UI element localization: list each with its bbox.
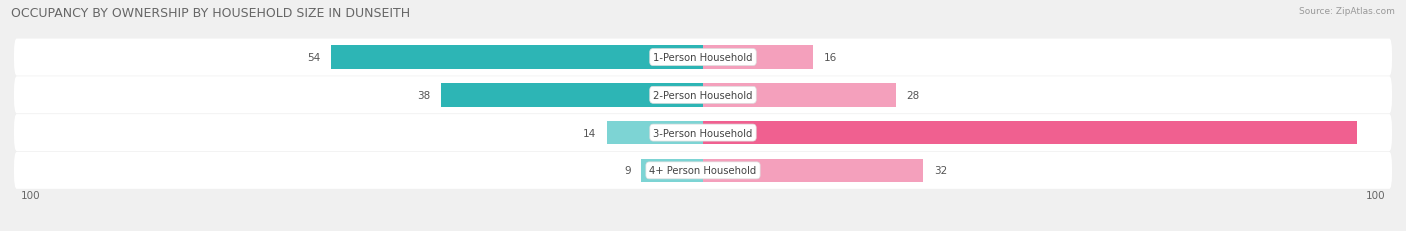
Bar bbox=[703, 46, 813, 70]
Bar bbox=[703, 159, 924, 182]
Text: 14: 14 bbox=[583, 128, 596, 138]
Bar bbox=[703, 121, 1358, 145]
Bar bbox=[703, 84, 896, 107]
Bar bbox=[441, 84, 703, 107]
Text: 2-Person Household: 2-Person Household bbox=[654, 90, 752, 100]
Text: 4+ Person Household: 4+ Person Household bbox=[650, 166, 756, 176]
Text: 54: 54 bbox=[308, 53, 321, 63]
Text: 1-Person Household: 1-Person Household bbox=[654, 53, 752, 63]
Bar bbox=[606, 121, 703, 145]
Bar bbox=[330, 46, 703, 70]
FancyBboxPatch shape bbox=[14, 115, 1392, 152]
FancyBboxPatch shape bbox=[14, 152, 1392, 189]
Text: 95: 95 bbox=[1367, 128, 1382, 138]
Text: OCCUPANCY BY OWNERSHIP BY HOUSEHOLD SIZE IN DUNSEITH: OCCUPANCY BY OWNERSHIP BY HOUSEHOLD SIZE… bbox=[11, 7, 411, 20]
Text: 32: 32 bbox=[934, 166, 948, 176]
Bar bbox=[641, 159, 703, 182]
Text: 100: 100 bbox=[21, 190, 41, 200]
Text: 38: 38 bbox=[418, 90, 430, 100]
FancyBboxPatch shape bbox=[14, 39, 1392, 76]
Text: Source: ZipAtlas.com: Source: ZipAtlas.com bbox=[1299, 7, 1395, 16]
Text: 9: 9 bbox=[624, 166, 631, 176]
Legend: Owner-occupied, Renter-occupied: Owner-occupied, Renter-occupied bbox=[591, 228, 815, 231]
Text: 3-Person Household: 3-Person Household bbox=[654, 128, 752, 138]
Text: 28: 28 bbox=[907, 90, 920, 100]
FancyBboxPatch shape bbox=[14, 77, 1392, 114]
Text: 16: 16 bbox=[824, 53, 837, 63]
Text: 100: 100 bbox=[1365, 190, 1385, 200]
